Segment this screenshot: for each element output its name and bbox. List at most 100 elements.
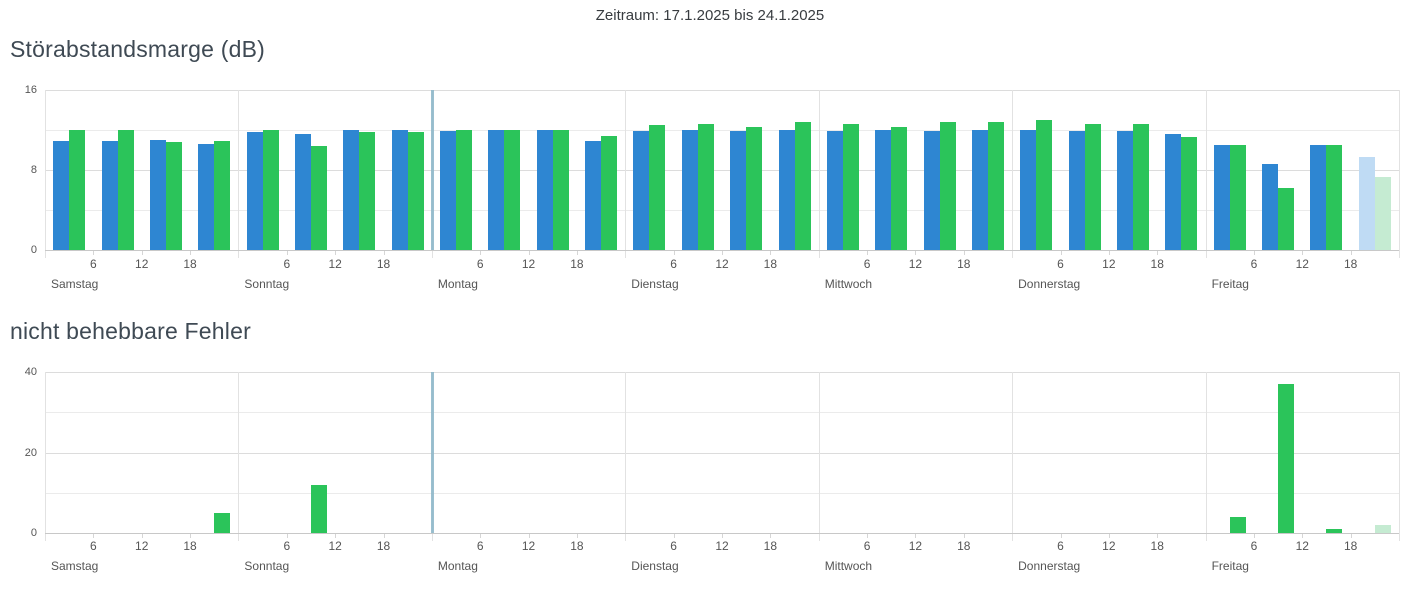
- bar-green[interactable]: [407, 132, 424, 250]
- hour-tick-mark: [141, 534, 143, 538]
- y-axis-tick-label: 8: [30, 164, 37, 176]
- bar-green[interactable]: [552, 130, 569, 250]
- day-label: Sonntag: [244, 559, 290, 573]
- chart-title-snr: Störabstandsmarge (dB): [10, 36, 265, 62]
- bar-blue[interactable]: [778, 130, 795, 250]
- hour-tick-mark: [286, 251, 288, 255]
- bar-blue[interactable]: [391, 130, 408, 250]
- y-axis-tick-label: 16: [24, 84, 37, 96]
- time-marker-line: [430, 372, 434, 533]
- bar-green[interactable]: [601, 136, 618, 250]
- y-axis-tick-label: 0: [30, 244, 37, 256]
- hour-tick-mark: [1302, 251, 1304, 255]
- hour-tick-label: 18: [1150, 539, 1164, 553]
- hour-tick-label: 12: [908, 257, 923, 271]
- bar-green[interactable]: [1326, 528, 1343, 533]
- hour-tick-label: 12: [1295, 257, 1309, 271]
- bar-blue[interactable]: [1117, 131, 1134, 250]
- bar-green[interactable]: [1229, 145, 1246, 250]
- bar-blue[interactable]: [1310, 145, 1327, 250]
- bar-green[interactable]: [1278, 188, 1295, 250]
- bar-blue[interactable]: [1358, 157, 1375, 250]
- hour-tick-mark: [480, 534, 482, 538]
- bar-green[interactable]: [891, 127, 908, 250]
- bar-green[interactable]: [1326, 145, 1343, 250]
- bar-blue[interactable]: [343, 130, 360, 250]
- bar-green[interactable]: [165, 142, 182, 250]
- day-boundary-line: [625, 372, 627, 541]
- hour-tick-mark: [1157, 534, 1159, 538]
- y-gridline-major: [45, 452, 1399, 454]
- hour-tick-mark: [915, 534, 917, 538]
- bar-blue[interactable]: [246, 132, 263, 250]
- bar-green[interactable]: [262, 130, 279, 250]
- bar-blue[interactable]: [488, 130, 505, 250]
- hour-tick-label: 6: [283, 539, 291, 553]
- bar-green[interactable]: [359, 132, 376, 250]
- bar-blue[interactable]: [875, 130, 892, 250]
- bar-blue[interactable]: [101, 141, 118, 250]
- hour-tick-mark: [867, 534, 869, 538]
- bar-blue[interactable]: [633, 131, 650, 250]
- bar-green[interactable]: [310, 484, 327, 533]
- bar-blue[interactable]: [1068, 131, 1085, 250]
- bar-green[interactable]: [1374, 177, 1391, 250]
- hour-tick-label: 6: [283, 257, 291, 271]
- day-label: Montag: [437, 277, 478, 291]
- y-gridline-minor: [45, 492, 1399, 494]
- bar-green[interactable]: [504, 130, 521, 250]
- bar-blue[interactable]: [826, 131, 843, 250]
- bar-green[interactable]: [1374, 524, 1391, 533]
- bar-blue[interactable]: [294, 134, 311, 250]
- hour-tick-label: 18: [763, 539, 778, 553]
- day-label: Sonntag: [244, 277, 290, 291]
- bar-green[interactable]: [939, 122, 956, 250]
- bar-blue[interactable]: [149, 140, 166, 250]
- bar-green[interactable]: [987, 122, 1004, 250]
- bar-green[interactable]: [456, 130, 473, 250]
- bar-blue[interactable]: [1213, 145, 1230, 250]
- hour-tick-mark: [1060, 534, 1062, 538]
- day-label: Freitag: [1211, 559, 1249, 573]
- bar-green[interactable]: [649, 125, 666, 250]
- hour-tick-mark: [480, 251, 482, 255]
- bar-green[interactable]: [1036, 120, 1053, 250]
- hour-tick-label: 6: [476, 539, 484, 553]
- bar-green[interactable]: [69, 130, 86, 250]
- hour-tick-mark: [1157, 251, 1159, 255]
- hour-tick-mark: [722, 251, 723, 255]
- bar-green[interactable]: [794, 122, 811, 250]
- bar-green[interactable]: [1229, 516, 1246, 533]
- bar-green[interactable]: [746, 127, 763, 250]
- bar-blue[interactable]: [1020, 130, 1037, 250]
- bar-blue[interactable]: [1262, 164, 1279, 250]
- bar-blue[interactable]: [585, 141, 602, 250]
- bar-blue[interactable]: [1165, 134, 1182, 250]
- bar-blue[interactable]: [730, 131, 747, 250]
- day-boundary-line: [818, 372, 820, 541]
- hour-tick-mark: [1302, 534, 1304, 538]
- hour-tick-mark: [1350, 534, 1352, 538]
- day-label: Montag: [437, 559, 478, 573]
- bar-green[interactable]: [842, 124, 859, 250]
- bar-green[interactable]: [214, 141, 231, 250]
- bar-blue[interactable]: [923, 131, 940, 250]
- bar-green[interactable]: [697, 124, 714, 250]
- bar-green[interactable]: [1133, 124, 1150, 250]
- bar-green[interactable]: [214, 512, 231, 533]
- bar-green[interactable]: [1181, 137, 1198, 250]
- hour-tick-label: 6: [863, 257, 871, 271]
- bar-green[interactable]: [117, 130, 134, 250]
- bar-green[interactable]: [1084, 124, 1101, 250]
- bar-blue[interactable]: [198, 144, 215, 250]
- bar-blue[interactable]: [971, 130, 988, 250]
- hour-tick-mark: [867, 251, 869, 255]
- bar-blue[interactable]: [440, 131, 457, 250]
- bar-green[interactable]: [1278, 384, 1295, 533]
- bar-green[interactable]: [310, 146, 327, 250]
- hour-tick-label: 18: [1343, 539, 1358, 553]
- bar-blue[interactable]: [681, 130, 698, 250]
- bar-blue[interactable]: [536, 130, 553, 250]
- bar-blue[interactable]: [53, 141, 70, 250]
